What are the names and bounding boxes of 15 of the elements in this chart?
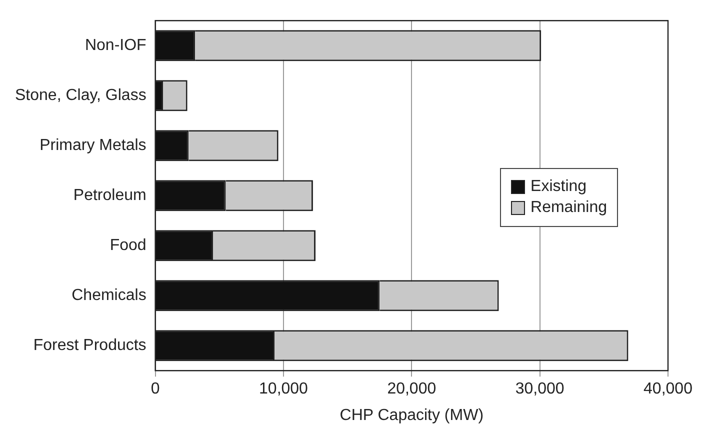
y-tick-label: Food xyxy=(110,237,146,254)
y-tick-label: Chemicals xyxy=(72,287,146,304)
x-tick-label: 0 xyxy=(150,380,160,398)
x-axis-title: CHP Capacity (MW) xyxy=(340,406,484,424)
y-tick-label: Forest Products xyxy=(33,337,146,354)
legend-label: Remaining xyxy=(530,199,607,217)
x-tick-label: 10,000 xyxy=(259,380,308,398)
y-tick-label: Stone, Clay, Glass xyxy=(15,87,146,104)
y-tick-label: Primary Metals xyxy=(40,137,146,154)
y-tick-label: Petroleum xyxy=(73,187,146,204)
y-tick-label: Non-IOF xyxy=(84,37,147,54)
x-tick-label: 30,000 xyxy=(515,380,564,398)
x-tick-label: 20,000 xyxy=(387,380,436,398)
x-tick-label: 40,000 xyxy=(644,380,693,398)
legend-label: Existing xyxy=(530,178,587,196)
